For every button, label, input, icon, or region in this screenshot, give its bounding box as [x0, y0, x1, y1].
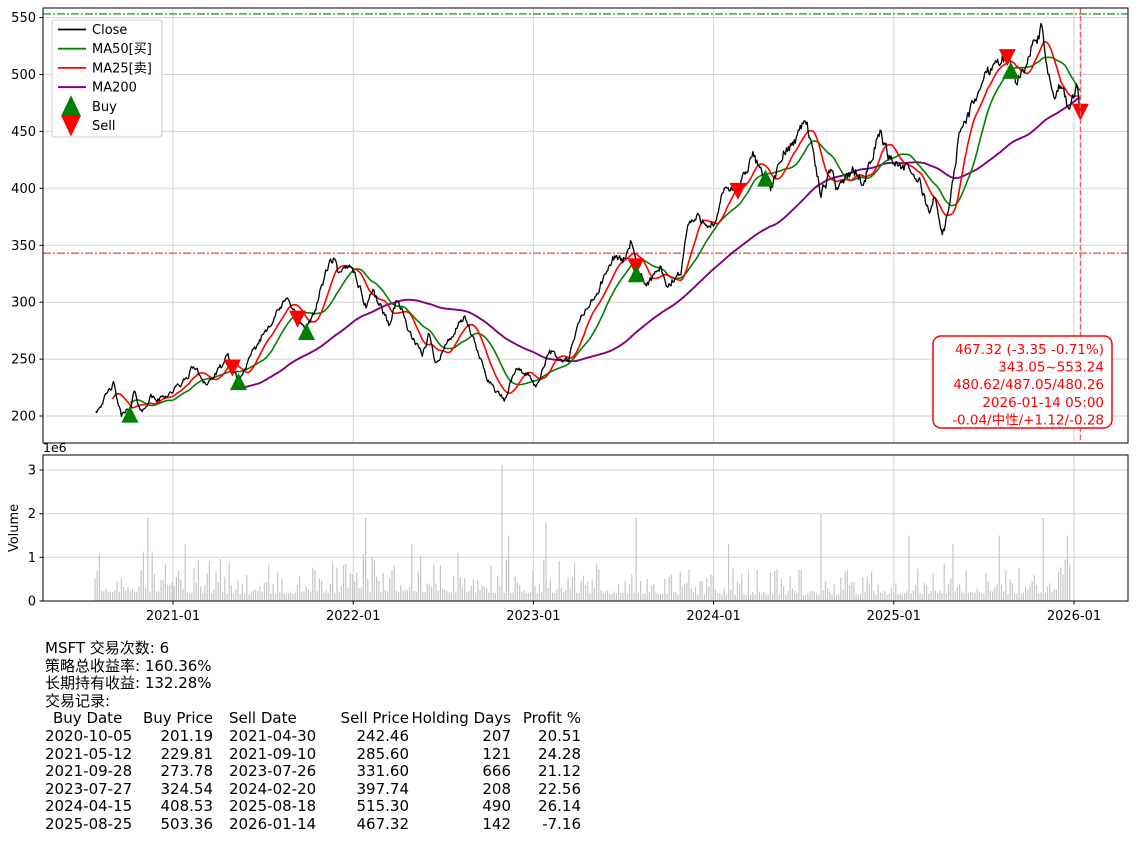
- svg-text:250: 250: [11, 353, 36, 368]
- svg-text:2023-01: 2023-01: [506, 609, 560, 624]
- svg-text:2025-01: 2025-01: [867, 609, 921, 624]
- trade-markers: [121, 49, 1089, 423]
- svg-text:467.32 (-3.35 -0.71%): 467.32 (-3.35 -0.71%): [955, 342, 1104, 358]
- trade-cell: 503.36: [160, 814, 214, 833]
- svg-text:Buy: Buy: [92, 100, 117, 115]
- legend: Close MA50[买] MA25[卖] MA200 Buy Sell: [51, 19, 163, 138]
- price-volume-chart: 200 250 300 350 400 450 500 550 0 1 2 3 2021-01 2022-…: [7, 7, 1129, 624]
- trade-cell: 331.60: [356, 762, 410, 781]
- panel-spines: [42, 7, 1129, 602]
- svg-text:0: 0: [28, 595, 36, 610]
- svg-text:200: 200: [11, 410, 36, 425]
- svg-text:450: 450: [11, 125, 36, 140]
- price-ytick-labels: 200 250 300 350 400 450 500 550: [11, 11, 36, 424]
- trade-cell: 2023-07-27: [45, 779, 133, 798]
- trade-cell: 397.74: [356, 779, 410, 798]
- trade-cell: 26.14: [538, 797, 581, 816]
- strategy-report: MSFT 交易次数: 6 策略总收益率: 160.36% 长期持有收益: 132…: [45, 639, 581, 834]
- svg-text:2024-01: 2024-01: [686, 609, 740, 624]
- trade-cell: 242.46: [356, 726, 410, 745]
- svg-text:Sell: Sell: [92, 119, 115, 134]
- svg-text:MA50[买]: MA50[买]: [92, 42, 152, 57]
- trade-cell: 666: [482, 762, 511, 781]
- summary-strategy-return: 策略总收益率: 160.36%: [45, 656, 212, 675]
- svg-text:MA25[卖]: MA25[卖]: [92, 61, 152, 76]
- trade-col-header: Buy Date: [53, 709, 123, 728]
- ma50-line: [130, 56, 1081, 407]
- xtick-labels: 2021-01 2022-01 2023-01 2024-01 2025-01 2026-…: [146, 609, 1101, 624]
- ma25-line: [111, 40, 1081, 409]
- summary-trades-count: MSFT 交易次数: 6: [45, 639, 170, 657]
- trade-cell: 515.30: [356, 797, 410, 816]
- trade-cell: 20.51: [538, 726, 581, 745]
- trade-cell: 2021-09-10: [229, 744, 317, 763]
- svg-text:-0.04/中性/+1.12/-0.28: -0.04/中性/+1.12/-0.28: [952, 412, 1104, 428]
- trade-cell: -7.16: [542, 814, 581, 833]
- svg-text:550: 550: [11, 11, 36, 26]
- trade-col-header: Profit %: [522, 709, 581, 728]
- trade-col-header: Holding Days: [411, 709, 511, 728]
- quote-annotation-box: 467.32 (-3.35 -0.71%) 343.05~553.24480.62…: [932, 335, 1113, 429]
- trade-table: Buy Date Buy Price Sell Date Sell Price Hold…: [45, 710, 581, 833]
- summary-hold-return: 长期持有收益: 132.28%: [45, 674, 212, 693]
- trade-cell: 21.12: [538, 762, 581, 781]
- trade-cell: 121: [482, 744, 511, 763]
- trade-col-header: Sell Price: [340, 709, 409, 728]
- trade-cell: 2021-05-12: [45, 744, 133, 763]
- trade-cell: 2021-09-28: [45, 762, 133, 781]
- trade-cell: 2025-08-25: [45, 814, 133, 833]
- trade-cell: 2024-04-15: [45, 797, 133, 816]
- volume-axis-label: Volume: [7, 504, 22, 552]
- trade-cell: 2026-01-14: [229, 814, 317, 833]
- svg-text:2026-01-14 05:00: 2026-01-14 05:00: [982, 395, 1104, 411]
- trade-cell: 22.56: [538, 779, 581, 798]
- trade-cell: 273.78: [160, 762, 214, 781]
- svg-text:400: 400: [11, 182, 36, 197]
- volume-scale-label: 1e6: [43, 440, 67, 455]
- summary-trade-log-label: 交易记录:: [45, 691, 111, 710]
- svg-text:350: 350: [11, 239, 36, 254]
- svg-text:480.62/487.05/480.26: 480.62/487.05/480.26: [953, 377, 1104, 393]
- trade-cell: 2023-07-26: [229, 762, 317, 781]
- svg-text:Close: Close: [92, 23, 127, 38]
- svg-text:MA200: MA200: [92, 81, 137, 96]
- trade-cell: 229.81: [160, 744, 214, 763]
- svg-text:343.05~553.24: 343.05~553.24: [998, 360, 1104, 376]
- svg-text:3: 3: [28, 464, 36, 479]
- svg-text:2026-01: 2026-01: [1047, 609, 1101, 624]
- volume-ytick-labels: 0 1 2 3: [28, 464, 36, 610]
- svg-text:1: 1: [28, 551, 36, 566]
- trade-cell: 490: [482, 797, 511, 816]
- close-line: [95, 22, 1081, 418]
- svg-text:500: 500: [11, 68, 36, 83]
- trade-cell: 2020-10-05: [45, 726, 133, 745]
- trade-cell: 208: [482, 779, 511, 798]
- trade-cell: 201.19: [160, 726, 214, 745]
- trade-cell: 2021-04-30: [229, 726, 317, 745]
- svg-text:2: 2: [28, 507, 36, 522]
- volume-bars: [94, 465, 1071, 601]
- trade-cell: 2025-08-18: [229, 797, 317, 816]
- trade-cell: 142: [482, 814, 511, 833]
- trade-cell: 467.32: [356, 814, 410, 833]
- trade-cell: 324.54: [160, 779, 214, 798]
- trade-cell: 2024-02-20: [229, 779, 317, 798]
- trade-col-header: Sell Date: [229, 709, 297, 728]
- svg-text:2022-01: 2022-01: [326, 609, 380, 624]
- trade-cell: 24.28: [538, 744, 581, 763]
- axis-ticks: [39, 17, 1075, 605]
- trade-col-header: Buy Price: [142, 709, 213, 728]
- trade-cell: 285.60: [356, 744, 410, 763]
- ma200-line: [237, 96, 1080, 390]
- svg-text:300: 300: [11, 296, 36, 311]
- trade-cell: 207: [482, 726, 511, 745]
- svg-text:2021-01: 2021-01: [146, 609, 200, 624]
- trade-cell: 408.53: [160, 797, 214, 816]
